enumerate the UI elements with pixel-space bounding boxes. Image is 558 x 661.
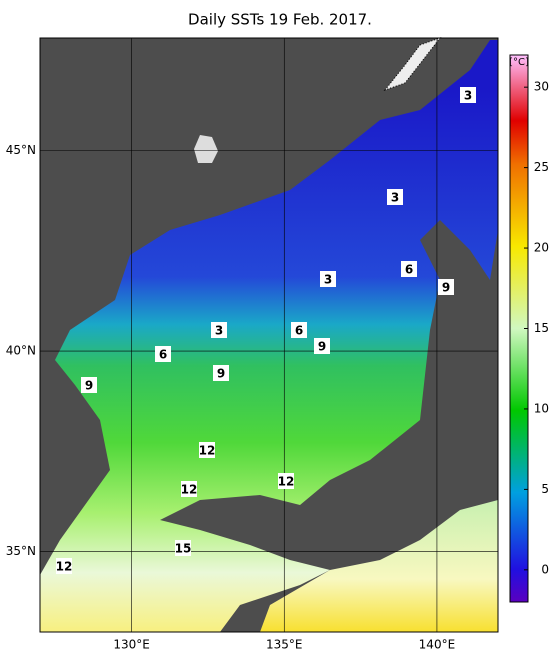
contour-label: 12 — [199, 444, 216, 458]
colorbar-tick-label: 10 — [534, 401, 549, 415]
colorbar-tick-label: 20 — [534, 241, 549, 255]
sea-of-japan — [40, 40, 498, 632]
colorbar-tick-label: 15 — [534, 321, 549, 335]
lon-tick-label: 140°E — [419, 638, 456, 652]
contour-label-box — [320, 271, 336, 287]
pacific — [260, 500, 498, 632]
contour-label-box — [291, 322, 307, 338]
colorbar-tick-label: 0 — [541, 562, 549, 576]
contour-label-box — [56, 558, 72, 574]
contour-label: 12 — [56, 560, 73, 574]
contour-label-box — [438, 279, 454, 295]
contour-label: 9 — [318, 340, 326, 354]
colorbar-tick-label: 25 — [534, 160, 549, 174]
contour-label-box — [401, 261, 417, 277]
colorbar-tick-label: 30 — [534, 80, 549, 94]
lat-tick-label: 40°N — [6, 344, 36, 358]
contour-label-box — [278, 473, 294, 489]
contour-label: 3 — [391, 191, 399, 205]
lat-tick-label: 45°N — [6, 143, 36, 157]
contour-label: 12 — [278, 475, 295, 489]
contour-label: 15 — [175, 542, 192, 556]
contour-label-box — [175, 540, 191, 556]
contour-label: 3 — [464, 89, 472, 103]
contour-label: 9 — [85, 379, 93, 393]
contour-label: 12 — [181, 483, 198, 497]
contour-label: 6 — [295, 324, 303, 338]
map-frame — [39, 37, 499, 633]
contour-label-box — [211, 322, 227, 338]
contour-label-box — [460, 87, 476, 103]
contour-label: 3 — [324, 273, 332, 287]
lake — [194, 135, 218, 163]
contour-label: 9 — [442, 281, 450, 295]
contour-label: 9 — [217, 367, 225, 381]
contour-label: 6 — [405, 263, 413, 277]
lon-tick-label: 130°E — [113, 638, 150, 652]
contour-label-box — [81, 377, 97, 393]
contour-label-box — [199, 442, 215, 458]
lat-tick-label: 35°N — [6, 544, 36, 558]
title: Daily SSTs 19 Feb. 2017. — [188, 11, 372, 29]
contour-label-box — [181, 481, 197, 497]
colorbar-unit: [°C] — [509, 57, 529, 68]
contour-label-box — [155, 346, 171, 362]
contour-label-box — [314, 338, 330, 354]
contour-label: 6 — [159, 348, 167, 362]
ice — [383, 36, 442, 92]
colorbar-tick-label: 5 — [541, 482, 549, 496]
contour-label-box — [387, 189, 403, 205]
contour-label-box — [213, 365, 229, 381]
lon-tick-label: 135°E — [266, 638, 303, 652]
contour-label: 3 — [215, 324, 223, 338]
